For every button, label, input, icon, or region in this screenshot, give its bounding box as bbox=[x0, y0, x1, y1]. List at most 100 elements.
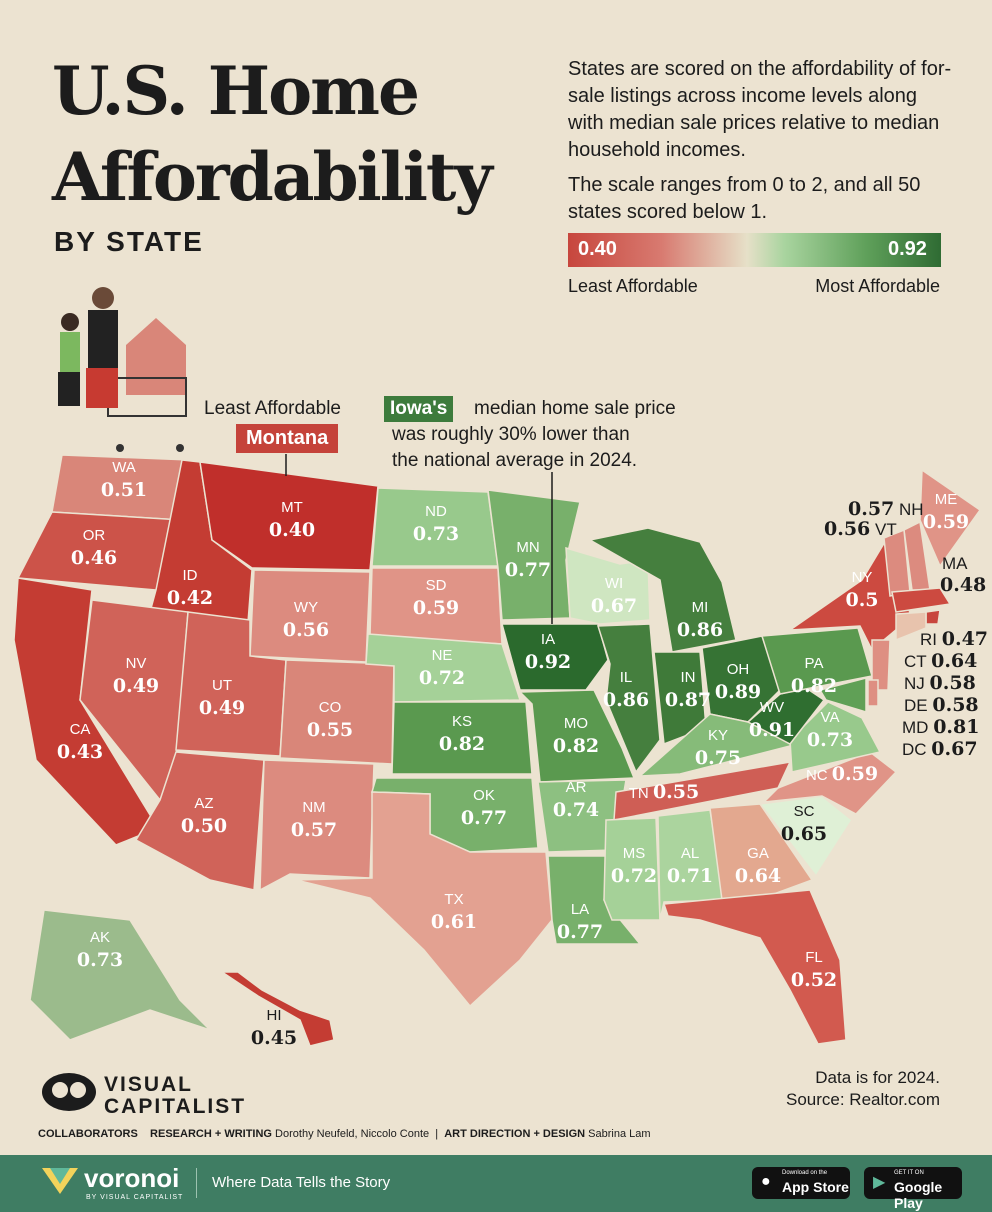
state-value-CA: 0.43 bbox=[57, 741, 103, 763]
state-abbr-MN: MN bbox=[516, 539, 539, 556]
house-illustration bbox=[126, 318, 186, 395]
state-abbr-CA: CA bbox=[70, 721, 91, 738]
state-abbr-VA: VA bbox=[821, 709, 840, 726]
state-value-MI: 0.86 bbox=[677, 619, 723, 641]
state-MA bbox=[891, 587, 952, 613]
legend-max-value: 0.92 bbox=[888, 238, 927, 260]
state-abbr-GA: GA bbox=[747, 845, 769, 862]
state-abbr-OK: OK bbox=[473, 787, 495, 804]
state-WI bbox=[565, 546, 651, 625]
state-abbr-ID: ID bbox=[183, 567, 198, 584]
iowa-note-line2: was roughly 30% lower than bbox=[392, 424, 630, 445]
state-CA bbox=[13, 577, 160, 846]
data-year-note: Data is for 2024. bbox=[815, 1068, 940, 1087]
state-abbr-KY: KY bbox=[708, 727, 728, 744]
state-value-WV: 0.91 bbox=[749, 719, 795, 741]
state-abbr-WA: WA bbox=[112, 459, 136, 476]
state-abbr-AZ: AZ bbox=[194, 795, 213, 812]
montana-badge: Montana bbox=[236, 424, 339, 453]
state-MO bbox=[518, 689, 636, 783]
state-HI bbox=[219, 971, 335, 1047]
state-abbr-AK: AK bbox=[90, 929, 110, 946]
state-value-WY: 0.56 bbox=[283, 619, 329, 641]
state-value-OH: 0.89 bbox=[715, 681, 761, 703]
state-abbr-WY: WY bbox=[294, 599, 318, 616]
visual-capitalist-logo bbox=[42, 1073, 96, 1111]
state-abbr-NV: NV bbox=[126, 655, 147, 672]
state-abbr-AL: AL bbox=[681, 845, 699, 862]
state-IL bbox=[596, 623, 661, 774]
footer-divider bbox=[196, 1168, 197, 1198]
state-WY bbox=[249, 569, 371, 663]
state-value-HI: 0.45 bbox=[251, 1027, 297, 1049]
app-store-button[interactable]: ● Download on the App Store bbox=[752, 1167, 850, 1199]
state-abbr-MO: MO bbox=[564, 715, 588, 732]
shoppers-illustration bbox=[58, 287, 187, 452]
state-abbr-IA: IA bbox=[541, 631, 555, 648]
label-DE: DE 0.58 bbox=[904, 694, 979, 716]
state-NM bbox=[259, 759, 375, 892]
state-KS bbox=[391, 701, 533, 775]
state-value-VA: 0.73 bbox=[807, 729, 853, 751]
state-MI bbox=[587, 527, 737, 653]
state-value-AL: 0.71 bbox=[667, 865, 713, 887]
state-abbr-ME: ME bbox=[935, 491, 958, 508]
state-abbr-NY: NY bbox=[852, 569, 873, 586]
source-note: Source: Realtor.com bbox=[785, 1090, 940, 1109]
state-abbr-MS: MS bbox=[623, 845, 646, 862]
state-abbr-PA: PA bbox=[805, 655, 824, 672]
state-value-MT: 0.40 bbox=[269, 519, 315, 541]
state-VA bbox=[789, 701, 882, 773]
label-NH: 0.57 NH bbox=[848, 498, 924, 520]
state-abbr-SD: SD bbox=[426, 577, 447, 594]
state-value-MO: 0.82 bbox=[553, 735, 599, 757]
state-value-KY: 0.75 bbox=[695, 747, 741, 769]
state-MT bbox=[199, 461, 379, 571]
state-MS bbox=[603, 817, 661, 921]
label-DC: DC 0.67 bbox=[902, 738, 978, 760]
state-abbr-MT: MT bbox=[281, 499, 303, 516]
apple-icon: ● bbox=[761, 1173, 771, 1190]
state-value-NV: 0.49 bbox=[113, 675, 159, 697]
state-value-MN: 0.77 bbox=[505, 559, 551, 581]
state-value-UT: 0.49 bbox=[199, 697, 245, 719]
state-abbr-OR: OR bbox=[83, 527, 106, 544]
state-value-NM: 0.57 bbox=[291, 819, 337, 841]
label-MD: MD 0.81 bbox=[902, 716, 980, 738]
label-VT: 0.56 VT bbox=[824, 518, 897, 540]
state-NJ bbox=[871, 639, 891, 691]
least-affordable-note: Least Affordable bbox=[204, 398, 341, 419]
state-TX bbox=[295, 791, 553, 1008]
state-value-FL: 0.52 bbox=[791, 969, 837, 991]
state-IA bbox=[501, 623, 609, 691]
states-layer bbox=[13, 454, 982, 1047]
label-NJ: NJ 0.58 bbox=[904, 672, 976, 694]
google-play-button[interactable]: ▶ GET IT ON Google Play bbox=[864, 1167, 962, 1211]
state-value-SD: 0.59 bbox=[413, 597, 459, 619]
iowa-note-line1: median home sale price bbox=[474, 398, 676, 419]
state-value-OK: 0.77 bbox=[461, 807, 507, 829]
state-abbr-TX: TX bbox=[444, 891, 463, 908]
voronoi-brand: voronoi bbox=[84, 1163, 180, 1193]
iowa-badge: Iowa's bbox=[384, 396, 454, 422]
collaborators-line: COLLABORATORS RESEARCH + WRITING Dorothy… bbox=[38, 1128, 651, 1140]
state-value-IA: 0.92 bbox=[525, 651, 571, 673]
state-label-NC: NC 0.59 bbox=[806, 763, 878, 785]
state-abbr-OH: OH bbox=[727, 661, 750, 678]
state-value-NY: 0.5 bbox=[845, 589, 878, 611]
legend-color-bar bbox=[568, 233, 941, 267]
state-abbr-WI: WI bbox=[605, 575, 623, 592]
state-abbr-LA: LA bbox=[571, 901, 589, 918]
legend-least-label: Least Affordable bbox=[568, 276, 698, 296]
voronoi-brand-sub: BY VISUAL CAPITALIST bbox=[86, 1194, 184, 1201]
state-DE bbox=[867, 679, 879, 707]
state-abbr-AR: AR bbox=[566, 779, 587, 796]
label-RI: RI 0.47 bbox=[920, 628, 989, 650]
voronoi-logo-icon bbox=[42, 1168, 78, 1194]
state-abbr-HI: HI bbox=[267, 1007, 282, 1024]
state-labels-layer: WA 0.51 OR 0.46 CA 0.43 ID 0.42 NV 0.49 MT 0.40 WY 0.… bbox=[57, 459, 969, 1049]
state-AK bbox=[29, 909, 211, 1041]
google-play-icon: ▶ bbox=[873, 1174, 886, 1191]
state-value-WI: 0.67 bbox=[591, 595, 637, 617]
